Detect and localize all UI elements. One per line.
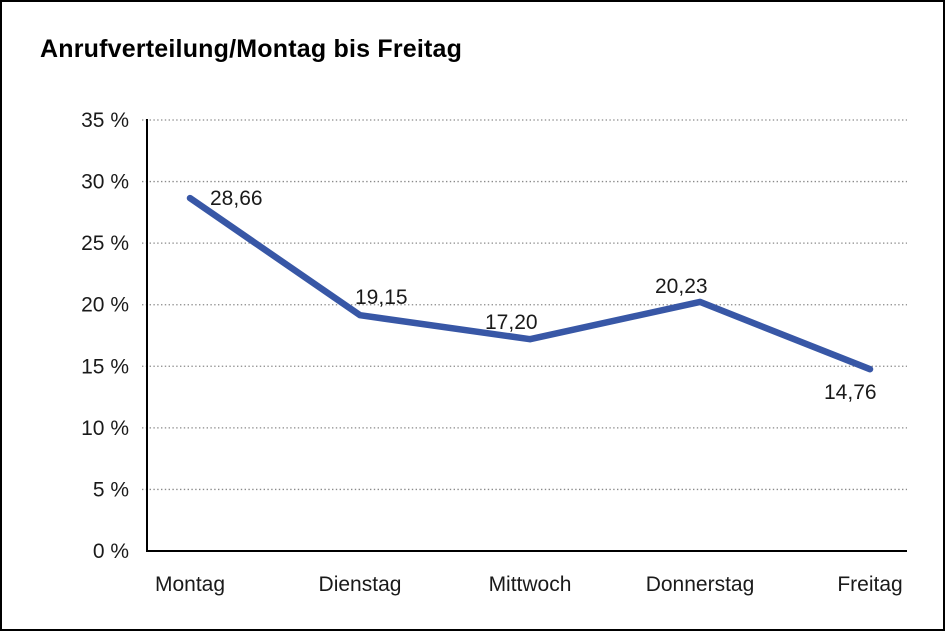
x-category-label: Dienstag [319,573,402,596]
y-tick-labels: 0 % 5 % 10 % 15 % 20 % 25 % 30 % 35 % [81,109,129,563]
y-gridlines [142,119,907,491]
x-category-label: Mittwoch [489,573,572,596]
y-tick-label: 10 % [81,417,129,440]
data-point-label: 20,23 [655,275,708,298]
y-tick-label: 30 % [81,171,129,194]
data-line [186,194,874,373]
chart-title: Anrufverteilung/Montag bis Freitag [40,35,463,63]
x-category-label: Montag [155,573,225,596]
y-tick-label: 15 % [81,355,129,378]
y-tick-label: 5 % [93,478,129,501]
y-tick-label: 25 % [81,232,129,255]
x-category-labels: Montag Dienstag Mittwoch Donnerstag Freitag [155,573,903,596]
data-point-label: 19,15 [355,286,408,309]
x-category-label: Freitag [837,573,902,596]
y-tick-label: 20 % [81,294,129,317]
data-point-label: 17,20 [485,311,538,334]
data-point-label: 14,76 [824,381,877,404]
y-tick-label: 35 % [81,109,129,132]
x-category-label: Donnerstag [646,573,755,596]
data-point-labels: 28,66 19,15 17,20 20,23 14,76 [210,187,877,404]
y-tick-label: 0 % [93,540,129,563]
data-point-label: 28,66 [210,187,263,210]
